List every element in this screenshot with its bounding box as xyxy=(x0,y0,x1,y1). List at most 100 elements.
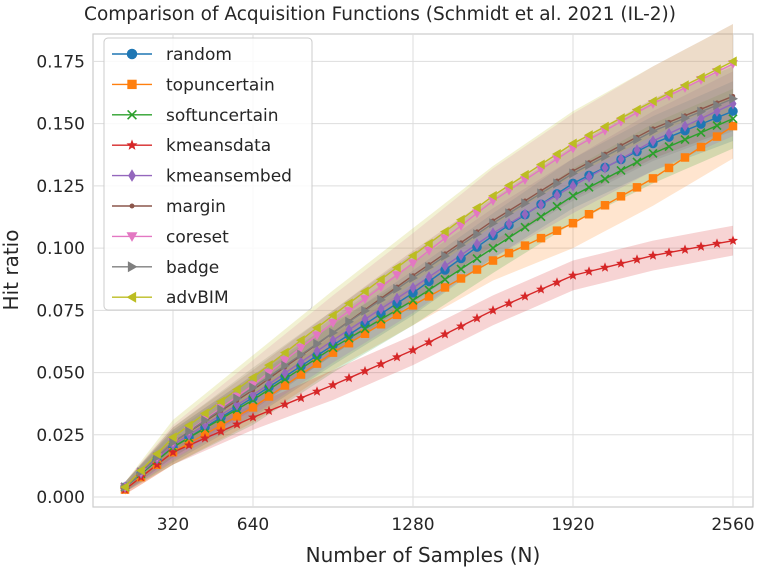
point-advBIM xyxy=(344,298,353,309)
legend-label-kmeansembed: kmeansembed xyxy=(166,167,292,187)
point-badge xyxy=(377,294,386,305)
point-kmeansdata xyxy=(488,305,498,315)
point-softuncertain xyxy=(392,305,402,315)
point-topuncertain xyxy=(312,359,322,368)
point-advBIM xyxy=(232,384,241,395)
point-softuncertain xyxy=(280,374,290,384)
point-advBIM xyxy=(696,72,705,83)
point-badge xyxy=(345,316,354,327)
point-advBIM xyxy=(200,408,209,419)
x-tick-label: 1280 xyxy=(391,515,434,535)
point-advBIM xyxy=(472,202,481,213)
point-kmeansembed xyxy=(473,238,481,250)
point-advBIM xyxy=(120,482,129,493)
x-tick-label: 640 xyxy=(237,515,269,535)
x-axis-ticks: 320 640 1280 1920 2560 xyxy=(157,515,755,535)
y-tick-label: 0.000 xyxy=(36,488,85,508)
point-advBIM xyxy=(424,238,433,249)
point-kmeansembed xyxy=(281,367,289,379)
point-softuncertain xyxy=(488,243,498,253)
point-kmeansdata xyxy=(568,270,578,280)
point-badge xyxy=(521,198,530,209)
point-softuncertain xyxy=(328,343,338,353)
point-badge xyxy=(297,349,306,360)
point-softuncertain xyxy=(712,121,722,131)
point-topuncertain xyxy=(504,248,514,258)
point-topuncertain xyxy=(456,274,466,283)
point-topuncertain xyxy=(680,153,690,162)
point-advBIM xyxy=(168,432,177,443)
point-badge xyxy=(489,218,498,229)
point-badge xyxy=(729,93,738,104)
point-kmeansembed xyxy=(665,127,673,140)
point-kmeansembed xyxy=(457,249,465,261)
point-kmeansembed xyxy=(249,389,257,401)
legend-marker-advBIM xyxy=(126,291,137,303)
point-kmeansembed xyxy=(361,313,369,326)
legend-marker-margin xyxy=(129,203,135,209)
point-softuncertain xyxy=(360,324,370,334)
legend-marker-random xyxy=(126,48,138,60)
legend: random topuncertain softuncertain kmeansdat… xyxy=(103,37,313,311)
point-topuncertain xyxy=(472,265,482,274)
point-kmeansdata xyxy=(664,247,674,257)
point-badge xyxy=(457,240,466,251)
point-softuncertain xyxy=(568,191,578,201)
point-advBIM xyxy=(152,448,161,459)
point-kmeansembed xyxy=(409,282,417,294)
point-badge xyxy=(409,272,418,283)
band-advBIM xyxy=(125,24,733,493)
y-tick-label: 0.025 xyxy=(36,426,85,446)
point-topuncertain xyxy=(376,320,386,329)
point-topuncertain xyxy=(392,310,402,320)
legend-marker-topuncertain xyxy=(127,79,137,90)
point-badge xyxy=(281,360,290,371)
point-badge xyxy=(201,415,210,426)
point-badge xyxy=(185,426,194,437)
point-kmeansdata xyxy=(328,379,338,390)
point-topuncertain xyxy=(520,241,530,250)
point-advBIM xyxy=(648,96,657,107)
point-kmeansdata xyxy=(344,372,354,383)
x-tick-label: 320 xyxy=(157,515,189,535)
point-advBIM xyxy=(664,88,673,99)
point-coreset xyxy=(456,221,466,231)
point-softuncertain xyxy=(296,364,306,374)
point-coreset xyxy=(312,331,322,341)
point-topuncertain xyxy=(424,292,434,301)
y-axis-ticks: 0.000 0.025 0.050 0.075 0.100 0.125 0.150 0.175 xyxy=(36,52,85,508)
point-topuncertain xyxy=(584,209,594,219)
y-tick-label: 0.075 xyxy=(36,301,85,321)
point-softuncertain xyxy=(376,314,386,324)
point-kmeansdata xyxy=(184,440,194,450)
point-topuncertain xyxy=(328,348,338,357)
chart-title: Comparison of Acquisition Functions (Sch… xyxy=(84,4,676,25)
point-softuncertain xyxy=(648,148,658,159)
point-advBIM xyxy=(600,121,609,132)
point-advBIM xyxy=(328,310,337,321)
point-badge xyxy=(473,229,482,240)
point-kmeansdata xyxy=(728,235,738,245)
point-kmeansembed xyxy=(649,135,657,147)
point-kmeansdata xyxy=(712,238,722,248)
point-advBIM xyxy=(312,322,321,333)
point-topuncertain xyxy=(264,392,274,401)
point-advBIM xyxy=(520,169,529,180)
point-coreset xyxy=(360,295,370,304)
point-softuncertain xyxy=(440,274,450,285)
point-kmeansembed xyxy=(617,153,625,165)
point-kmeansdata xyxy=(296,392,306,403)
point-topuncertain xyxy=(728,121,738,131)
point-kmeansembed xyxy=(569,180,577,192)
point-advBIM xyxy=(712,64,721,75)
point-softuncertain xyxy=(728,114,738,124)
y-tick-label: 0.050 xyxy=(36,364,85,384)
point-kmeansembed xyxy=(697,112,705,125)
point-advBIM xyxy=(216,396,225,407)
legend-marker-badge xyxy=(127,261,138,273)
legend-label-kmeansdata: kmeansdata xyxy=(166,136,271,156)
point-topuncertain xyxy=(360,329,370,338)
point-softuncertain xyxy=(600,174,610,184)
point-advBIM xyxy=(136,465,145,476)
point-coreset xyxy=(424,246,434,256)
